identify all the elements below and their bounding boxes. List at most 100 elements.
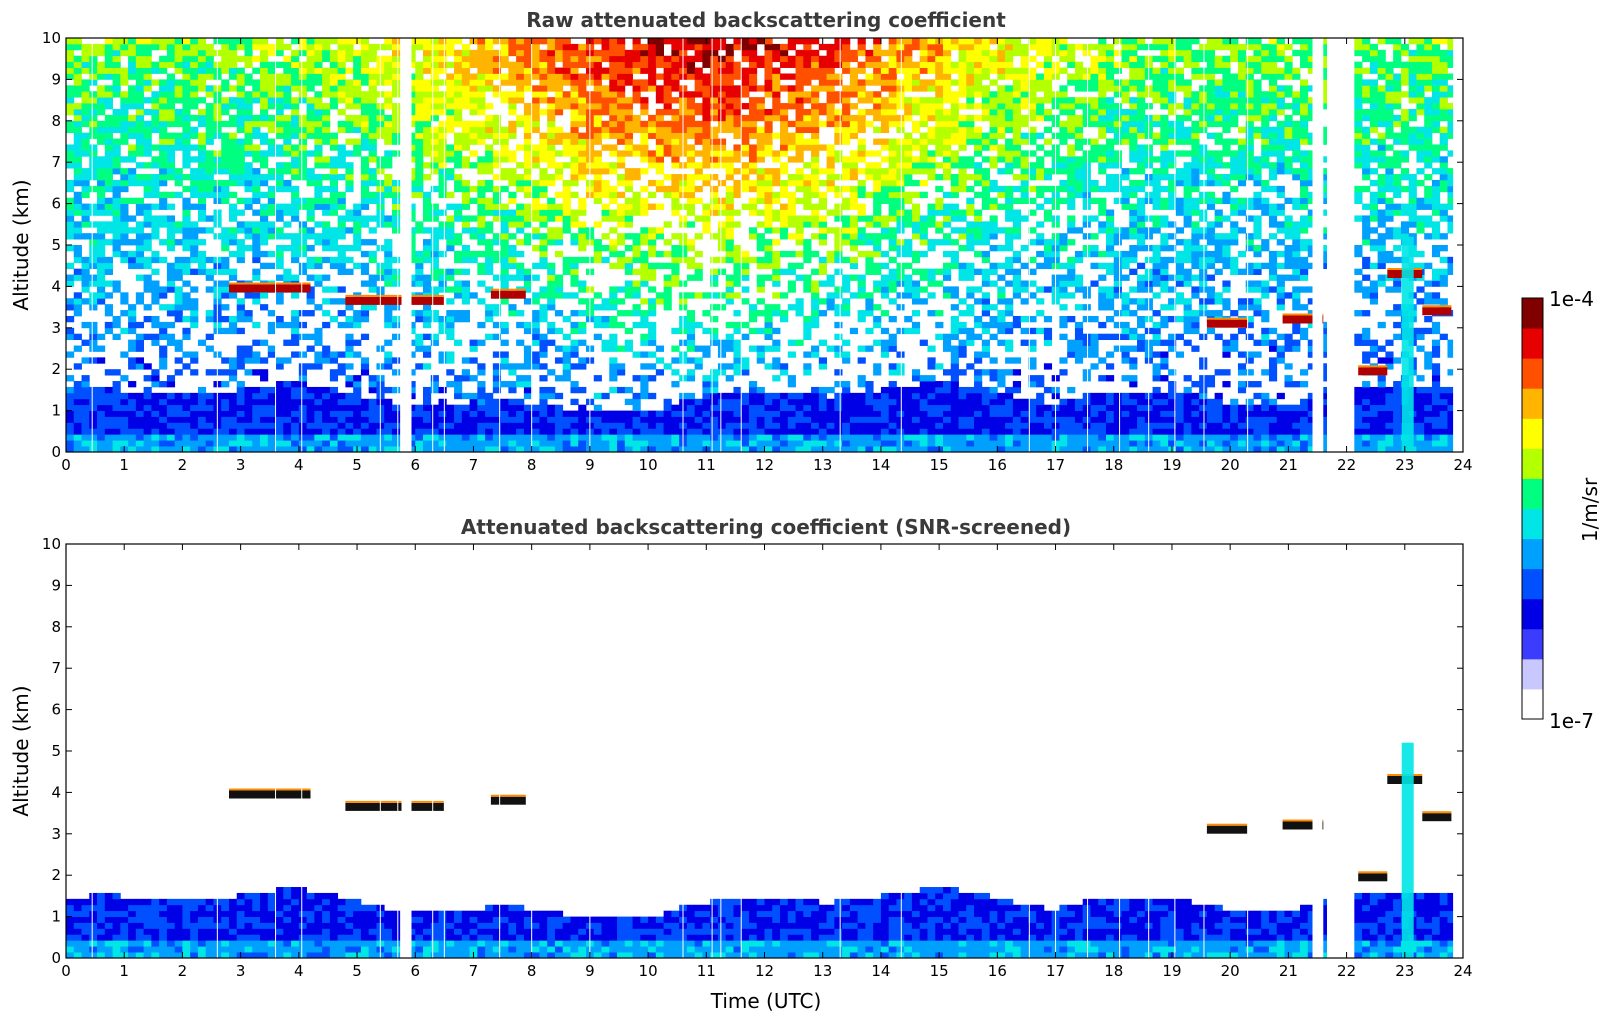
x-tick-label: 17 <box>1046 456 1065 474</box>
colorbar-gradient <box>1522 298 1543 720</box>
y-tick-label: 6 <box>51 701 61 719</box>
y-tick-label: 0 <box>51 443 61 461</box>
cloud-layer <box>229 284 311 293</box>
x-tick-label: 16 <box>988 456 1007 474</box>
cloud-layer <box>1206 319 1248 328</box>
x-tick-label: 5 <box>352 962 362 980</box>
data-gap <box>1341 544 1352 958</box>
x-tick-label: 20 <box>1221 456 1240 474</box>
x-tick-label: 21 <box>1279 456 1298 474</box>
x-tick-label: 10 <box>639 456 658 474</box>
bottom-y-axis-label: Altitude (km) <box>9 685 33 816</box>
x-tick-label: 23 <box>1395 456 1414 474</box>
x-tick-label: 22 <box>1337 962 1356 980</box>
x-tick-label: 19 <box>1162 962 1181 980</box>
x-tick-label: 11 <box>697 456 716 474</box>
x-tick-label: 18 <box>1104 456 1123 474</box>
x-tick-label: 6 <box>410 456 420 474</box>
y-tick-label: 4 <box>51 783 61 801</box>
bottom-panel-title: Attenuated backscattering coefficient (S… <box>461 515 1071 539</box>
cloud-layer <box>345 802 445 811</box>
cloud-layer-edge <box>490 794 526 797</box>
x-tick-label: 14 <box>871 962 890 980</box>
x-tick-label: 7 <box>469 962 479 980</box>
colorbar-max-label: 1e-4 <box>1549 287 1594 311</box>
cloud-layer-edge <box>1422 305 1452 308</box>
data-gap <box>1327 544 1337 958</box>
x-tick-label: 7 <box>469 456 479 474</box>
x-tick-label: 8 <box>527 962 537 980</box>
y-tick-label: 1 <box>51 402 61 420</box>
cloud-layer-edge <box>229 282 311 285</box>
data-gap <box>1312 38 1323 452</box>
x-tick-label: 5 <box>352 456 362 474</box>
data-gap <box>1327 38 1337 452</box>
x-tick-label: 15 <box>930 456 949 474</box>
cloud-layer-edge <box>1358 871 1388 874</box>
cloud-layer <box>1206 825 1248 834</box>
colorbar-cell <box>1522 328 1543 359</box>
x-tick-label: 2 <box>178 456 188 474</box>
cloud-layer <box>1282 315 1324 324</box>
cloud-layer <box>1422 813 1452 822</box>
y-tick-label: 1 <box>51 908 61 926</box>
colorbar-cell <box>1522 688 1543 720</box>
cloud-layer-edge <box>345 800 445 803</box>
colorbar-cell <box>1522 298 1543 329</box>
x-tick-label: 17 <box>1046 962 1065 980</box>
cloud-layer-edge <box>1206 317 1248 320</box>
x-tick-label: 23 <box>1395 962 1414 980</box>
cloud-layer-edge <box>345 294 445 297</box>
y-tick-label: 7 <box>51 659 61 677</box>
y-tick-label: 8 <box>51 618 61 636</box>
data-gap <box>401 38 412 452</box>
top-x-ticks: 0 1 2 3 4 5 6 7 8 9 10 11 12 13 14 15 16 17 18 19 20 21 22 23 24 <box>61 38 1473 474</box>
x-tick-label: 20 <box>1221 962 1240 980</box>
data-gap <box>1341 38 1352 452</box>
cloud-layer <box>1358 367 1388 376</box>
x-tick-label: 4 <box>294 456 304 474</box>
bottom-panel: 0 1 2 3 4 5 6 7 8 9 10 11 12 13 14 15 16 17 18 19 20 21 22 23 24… <box>42 535 1473 980</box>
cloud-layer <box>490 290 526 299</box>
y-tick-label: 6 <box>51 195 61 213</box>
top-panel: 0 1 2 3 4 5 6 7 8 9 10 11 12 13 14 15 16 17 18 19 20 21 22 23 24… <box>42 29 1473 474</box>
x-tick-label: 16 <box>988 962 1007 980</box>
y-tick-label: 5 <box>51 742 61 760</box>
x-tick-label: 8 <box>527 456 537 474</box>
y-tick-label: 7 <box>51 153 61 171</box>
cloud-layer <box>1422 307 1452 316</box>
top-backscatter-heatmap <box>66 38 1456 453</box>
colorbar-cell <box>1522 598 1543 630</box>
cloud-layer-edge <box>490 288 526 291</box>
x-tick-label: 4 <box>294 962 304 980</box>
x-tick-label: 0 <box>61 962 71 980</box>
cloud-layer <box>1358 873 1388 882</box>
y-tick-label: 3 <box>51 319 61 337</box>
x-tick-label: 1 <box>119 962 129 980</box>
y-tick-label: 10 <box>42 535 61 553</box>
x-tick-label: 3 <box>236 962 246 980</box>
x-tick-label: 2 <box>178 962 188 980</box>
x-tick-label: 11 <box>697 962 716 980</box>
x-tick-label: 1 <box>119 456 129 474</box>
y-tick-label: 10 <box>42 29 61 47</box>
convective-column <box>1401 742 1414 958</box>
colorbar-cell <box>1522 508 1543 540</box>
colorbar-min-label: 1e-7 <box>1549 709 1594 733</box>
colorbar-cell <box>1522 418 1543 449</box>
x-tick-label: 24 <box>1453 456 1472 474</box>
cloud-layer-edge <box>1358 365 1388 368</box>
top-y-ticks: 0 1 2 3 4 5 6 7 8 9 10 <box>42 29 1463 461</box>
x-tick-label: 12 <box>755 962 774 980</box>
data-gap <box>1312 544 1323 958</box>
cloud-layer <box>1282 821 1324 830</box>
y-tick-label: 9 <box>51 576 61 594</box>
x-tick-label: 6 <box>410 962 420 980</box>
top-y-axis-label: Altitude (km) <box>9 179 33 310</box>
x-tick-label: 22 <box>1337 456 1356 474</box>
cloud-layer-edge <box>1422 811 1452 814</box>
x-tick-label: 9 <box>585 962 595 980</box>
cloud-layer-edge <box>1282 819 1324 822</box>
colorbar-cell <box>1522 538 1543 570</box>
bottom-x-ticks: 0 1 2 3 4 5 6 7 8 9 10 11 12 13 14 15 16 17 18 19 20 21 22 23 24 <box>61 544 1473 980</box>
